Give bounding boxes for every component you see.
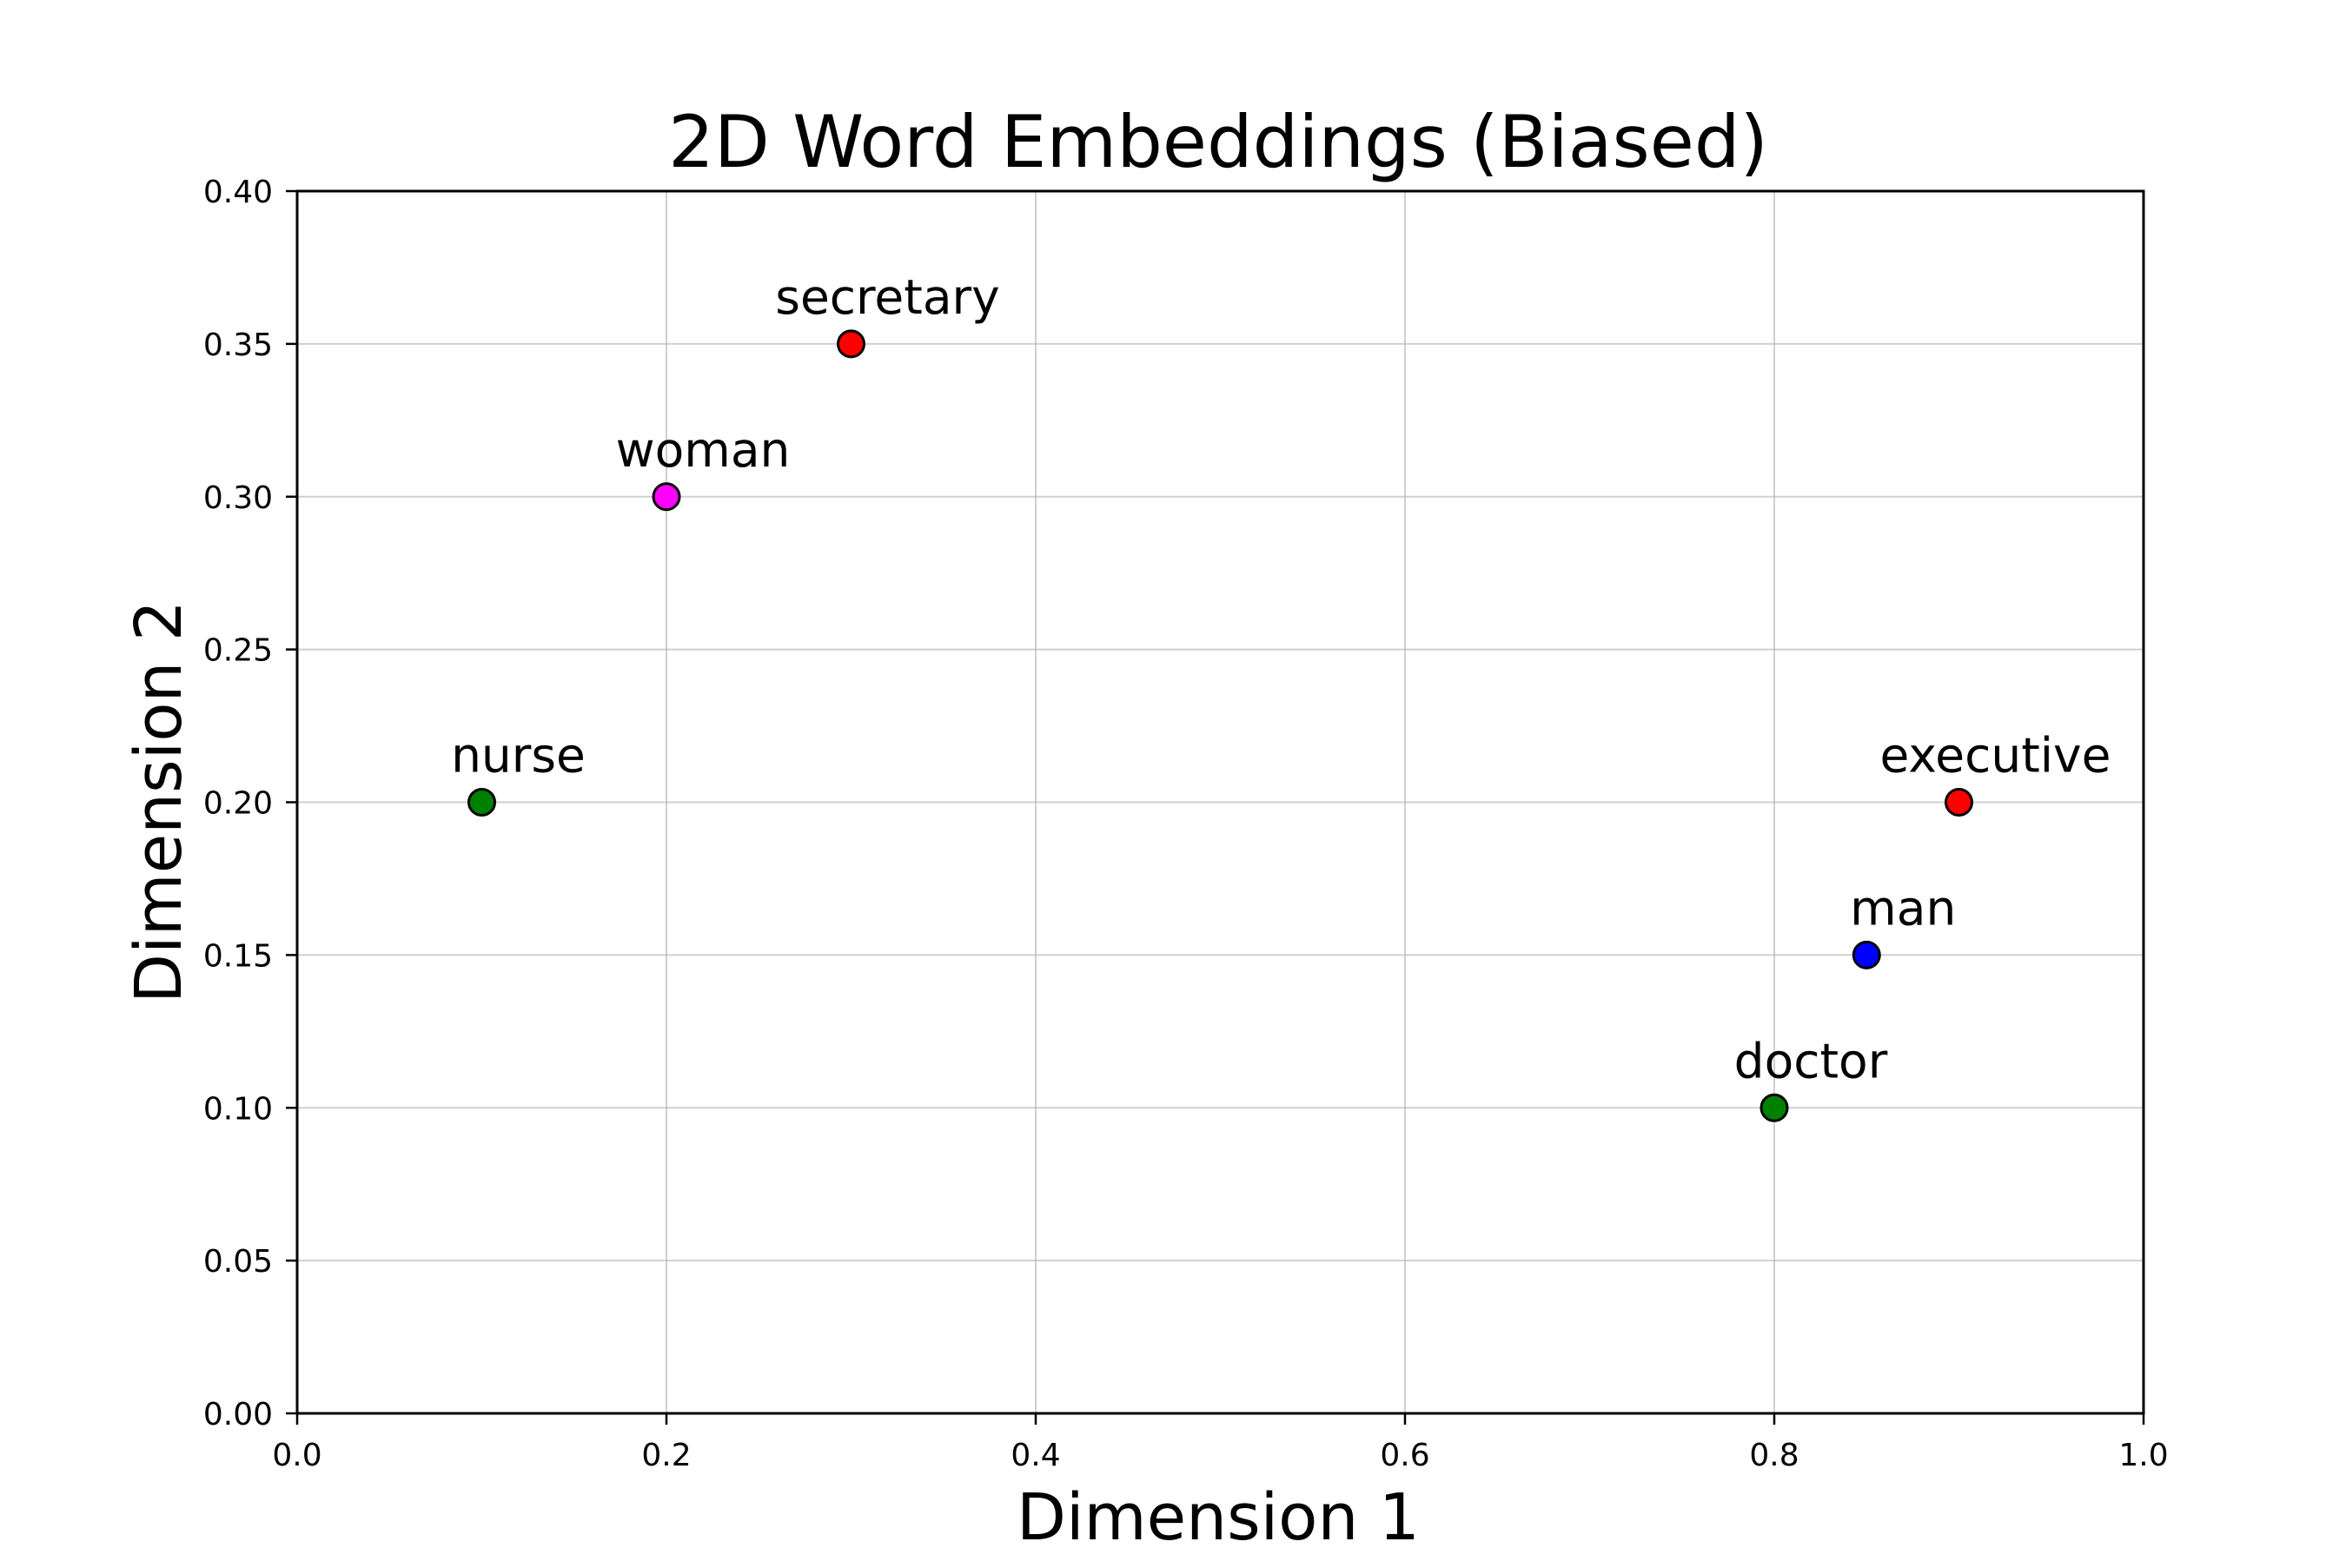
data-points [467, 329, 1973, 1122]
y-tick-label: 0.30 [203, 480, 273, 516]
x-tick-label: 0.4 [1011, 1438, 1060, 1473]
point-label-woman: woman [616, 422, 791, 478]
data-point-nurse [467, 788, 496, 817]
y-tick-label: 0.35 [203, 327, 273, 363]
data-point-executive [1945, 788, 1973, 817]
point-labels: man woman doctor nurse executive secretary [451, 269, 2111, 1088]
y-tick-label: 0.20 [203, 786, 273, 822]
x-tick-label: 0.8 [1749, 1438, 1799, 1473]
grid-lines [296, 190, 2144, 1414]
x-tick-label: 1.0 [2118, 1438, 2168, 1473]
chart-title: 2D Word Embeddings (Biased) [668, 100, 1768, 184]
y-axis-label: Dimension 2 [122, 600, 196, 1003]
point-label-doctor: doctor [1734, 1033, 1888, 1088]
x-tick-label: 0.6 [1380, 1438, 1429, 1473]
point-label-man: man [1850, 880, 1956, 936]
point-label-executive: executive [1880, 728, 2111, 784]
y-tick-label: 0.15 [203, 938, 273, 974]
x-tick-label: 0.0 [272, 1438, 321, 1473]
y-tick-label: 0.10 [203, 1091, 273, 1127]
x-tick-label: 0.2 [641, 1438, 691, 1473]
data-point-secretary [837, 329, 865, 359]
y-tick-label: 0.40 [203, 175, 273, 210]
y-tick-label: 0.25 [203, 633, 273, 669]
data-point-doctor [1760, 1093, 1789, 1122]
y-tick-label: 0.00 [203, 1397, 273, 1432]
axis-ticks: 0.0 0.2 0.4 0.6 0.8 1.0 0.00 0.05 0.10 0.15 0.20 0.… [203, 175, 2169, 1473]
point-label-nurse: nurse [451, 728, 586, 784]
data-point-man [1852, 940, 1881, 969]
y-tick-label: 0.05 [203, 1244, 273, 1280]
data-point-woman [652, 482, 681, 512]
x-axis-label: Dimension 1 [1017, 1480, 1420, 1555]
point-label-secretary: secretary [775, 269, 999, 325]
